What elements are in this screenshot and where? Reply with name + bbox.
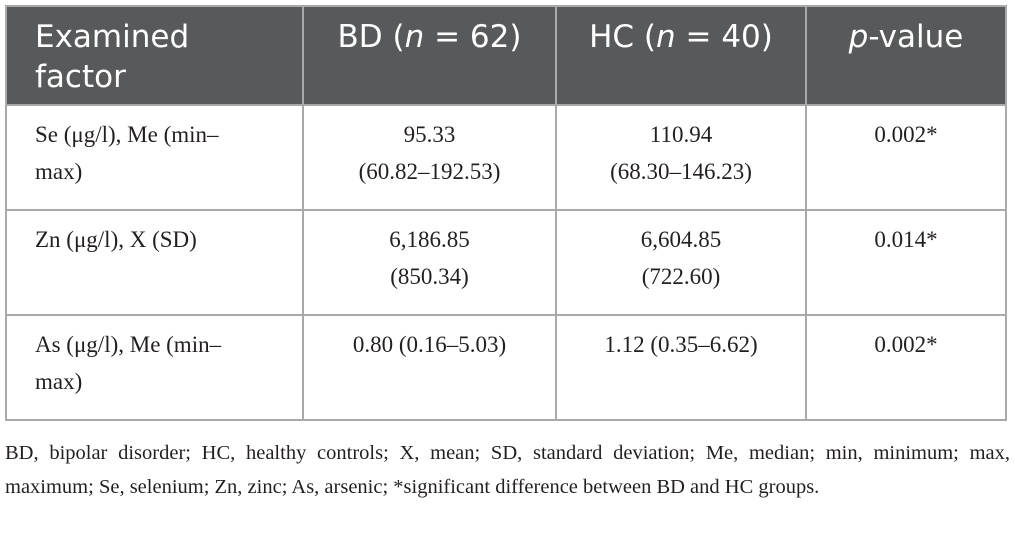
header-text: HC ( [589, 19, 656, 55]
table-cell: 6,186.85 (850.34) [302, 209, 557, 316]
cell-line: 6,186.85 [389, 227, 470, 252]
table-cell: 110.94 (68.30–146.23) [555, 104, 807, 211]
header-text: Examined factor [35, 19, 190, 95]
header-row: Examined factor BD (n = 62) HC (n = 40) … [5, 5, 1007, 106]
header-text: n [404, 19, 425, 55]
cell-line: 95.33 [403, 122, 456, 147]
table-row: As (μg/l), Me (min–max) 0.80 (0.16–5.03) 1… [5, 314, 1007, 421]
footnote: BD, bipolar disorder; HC, healthy contro… [5, 442, 1010, 498]
table-cell: 6,604.85 (722.60) [555, 209, 807, 316]
cell-line: (68.30–146.23) [610, 159, 752, 184]
table-cell: Se (μg/l), Me (min–max) [5, 104, 304, 211]
table-row: Zn (μg/l), X (SD) 6,186.85 (850.34) 6,604.8… [5, 209, 1007, 316]
table-cell: 0.80 (0.16–5.03) [302, 314, 557, 421]
table-body: Se (μg/l), Me (min–max) 95.33 (60.82–192.5… [5, 104, 1007, 421]
table-cell: 95.33 (60.82–192.53) [302, 104, 557, 211]
table-cell: 0.002* [805, 104, 1007, 211]
table-cell: As (μg/l), Me (min–max) [5, 314, 304, 421]
cell-line: (850.34) [390, 264, 469, 289]
data-table: Examined factor BD (n = 62) HC (n = 40) … [5, 5, 1007, 421]
table-cell: 1.12 (0.35–6.62) [555, 314, 807, 421]
header-cell: p-value [805, 5, 1007, 106]
cell-line: 110.94 [649, 122, 713, 147]
header-cell: HC (n = 40) [555, 5, 807, 106]
header-text: p [848, 19, 869, 55]
header-text: BD ( [337, 19, 405, 55]
cell-line: 1.12 (0.35–6.62) [604, 332, 758, 357]
cell-line: 6,604.85 [640, 227, 722, 252]
cell-line: (722.60) [641, 264, 721, 289]
table-cell: 0.014* [805, 209, 1007, 316]
header-text: n [656, 19, 676, 55]
cell-line: 0.80 (0.16–5.03) [352, 332, 507, 357]
header-cell: Examined factor [5, 5, 304, 106]
header-text: -value [868, 19, 964, 55]
table-row: Se (μg/l), Me (min–max) 95.33 (60.82–192.5… [5, 104, 1007, 211]
cell-line: (60.82–192.53) [358, 159, 501, 184]
table-cell: 0.002* [805, 314, 1007, 421]
table-cell: Zn (μg/l), X (SD) [5, 209, 304, 316]
header-text: = 40) [675, 19, 773, 55]
header-text: = 62) [424, 19, 522, 55]
header-cell: BD (n = 62) [302, 5, 557, 106]
